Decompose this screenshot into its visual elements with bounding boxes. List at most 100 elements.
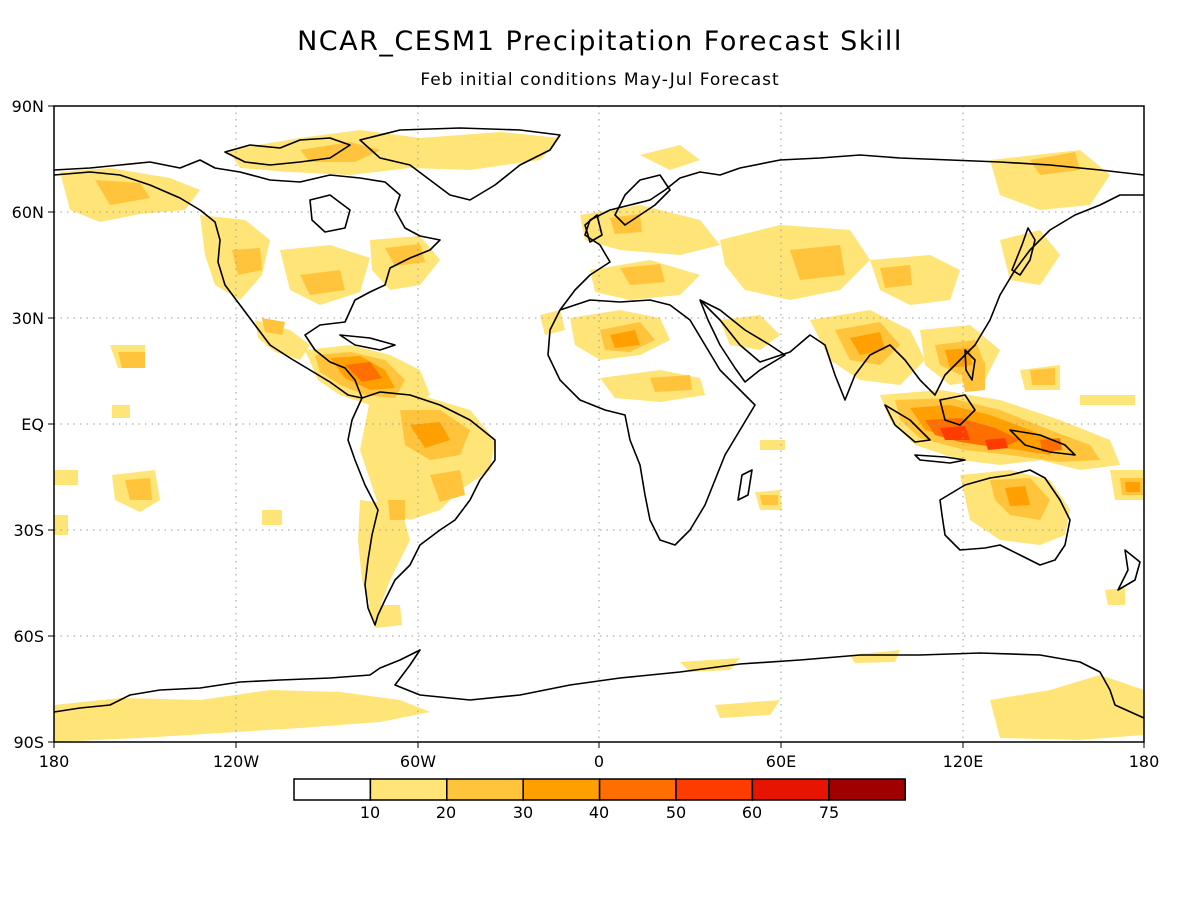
shade-rr-timor [985,438,1008,450]
shade-antarctica-mid2 [715,700,780,718]
colorbar-box-3 [522,778,601,801]
coast-arctic-islands [224,137,351,166]
shade-south-america-s [358,500,410,620]
colorbar-label-60: 60 [742,803,762,822]
shade-a-aus [1005,486,1030,506]
shade-o-brazil [430,470,465,502]
coast-scandinavia [614,174,671,226]
coast-java [914,454,966,464]
coast-arabia [699,299,786,383]
colorbar-label-30: 30 [513,803,533,822]
shade-antarctica-mid [680,658,740,672]
coast-philippines [964,349,976,381]
coast-sumatra [884,404,931,443]
lat-label-eq: EQ [21,415,44,434]
lat-label-90n: 90N [12,97,44,116]
colorbar-box-7 [828,778,906,801]
colorbar-box-1 [369,778,448,801]
lon-label-60w: 60W [400,752,436,771]
shade-arctic-canada [228,130,560,175]
coast-hudson [309,194,351,233]
shade-antarctica-mid3 [850,650,900,663]
coast-asia [699,194,1144,401]
lat-label-90s: 90S [13,733,44,752]
shade-antarctica-w [54,690,430,742]
coast-south-america [347,391,496,626]
colorbar-box-6 [751,778,830,801]
lon-label-120e: 120E [943,752,984,771]
shade-o-casia [880,265,912,288]
shade-antarctica-e [990,675,1144,740]
coast-borneo [939,394,976,426]
coast-antarctica [54,649,1144,719]
shade-patagonia [368,605,402,628]
shade-a-sahara [610,330,640,348]
shade-o-cna [300,270,345,295]
colorbar: 10 20 30 40 50 60 75 [293,778,906,822]
shade-a-ausne [1125,482,1140,492]
coast-australia [939,469,1071,566]
shade-a-india [850,332,885,355]
coast-europe [559,154,1144,311]
colorbar-box-0 [293,778,372,801]
coast-newguinea [1009,429,1076,456]
lat-ticks [48,105,54,743]
shade-a-amazon [410,422,450,448]
coast-madagascar [737,469,753,501]
colorbar-label-50: 50 [666,803,686,822]
chart-subtitle: Feb initial conditions May-Jul Forecast [420,70,780,90]
colorbar-box-2 [446,778,524,801]
colorbar-label-75: 75 [819,803,839,822]
shade-r-camerica [345,362,382,382]
lat-label-30n: 30N [12,309,44,328]
lon-label-120w: 120W [213,752,260,771]
shade-o-pacific [125,478,152,500]
lon-label-180w: 180 [39,752,70,771]
lon-label-180e: 180 [1129,752,1160,771]
colorbar-box-5 [675,778,754,801]
shade-o-mex [262,318,285,335]
coast-newzealand [1117,549,1141,591]
lat-label-30s: 30S [13,521,44,540]
shade-w-africa [540,310,565,335]
shade-pacific-far2 [54,515,68,535]
shade-o-sahel [650,375,692,392]
shade-indian-ocean [760,440,785,450]
shade-o-hawaii [118,352,145,368]
shade-o-wna [232,248,262,275]
shade-o-alaska [95,180,150,205]
shade-o-fareast [1030,152,1080,175]
coast-africa [547,299,756,546]
chart-title: NCAR_CESM1 Precipitation Forecast Skill [297,26,903,57]
shade-o-med [620,264,665,285]
shade-pacific-s3 [262,510,282,525]
shade-s-ocean [1105,588,1125,605]
lon-label-0: 0 [594,752,604,771]
shade-russia-north [640,145,700,170]
colorbar-label-10: 10 [360,803,380,822]
lat-label-60n: 60N [12,203,44,222]
shade-o-wpac [1030,368,1055,385]
shade-rr-maritime [940,426,970,440]
coast-japan [1011,227,1036,276]
shade-o-ena [385,244,425,266]
coastlines [54,127,1144,719]
coast-uk [584,214,603,243]
lon-label-60e: 60E [766,752,796,771]
shade-pacific-far [54,470,78,485]
lon-ticks [53,742,1145,748]
coast-cuba [339,334,396,351]
shade-o-sa [388,500,405,520]
lat-labels: 90N 60N 30N EQ 30S 60S 90S [12,97,44,752]
colorbar-label-20: 20 [436,803,456,822]
shade-o-siberia [790,245,845,280]
coast-north-america [54,159,441,399]
shade-pacific-s2 [112,405,130,418]
colorbar-box-4 [598,778,677,801]
shade-w-pacific2 [1080,395,1135,405]
shade-far-east [990,150,1110,210]
shade-o-madag [760,495,778,505]
lon-labels: 180 120W 60W 0 60E 120E 180 [39,752,1160,771]
lat-label-60s: 60S [13,627,44,646]
